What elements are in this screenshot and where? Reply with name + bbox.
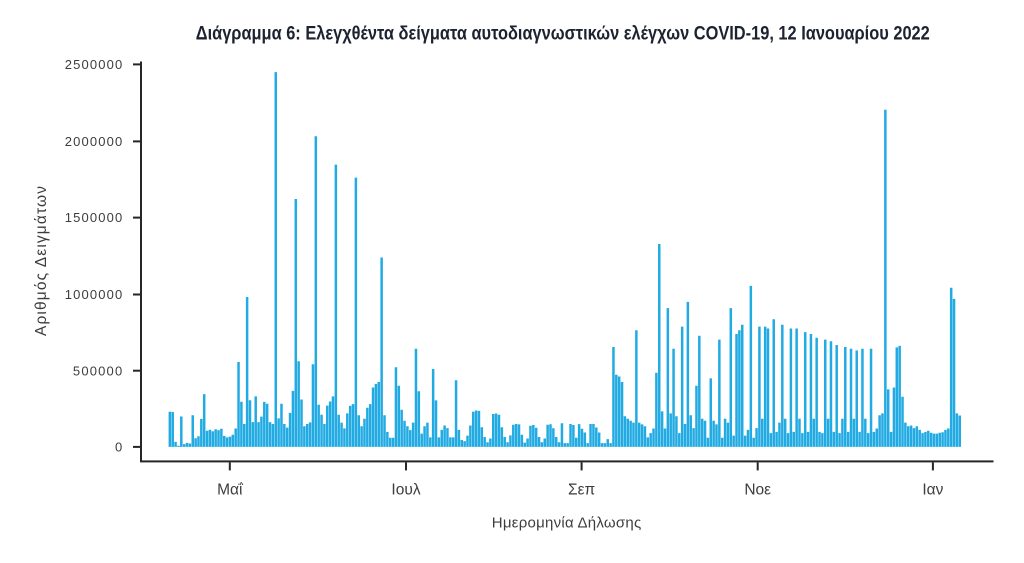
svg-text:Σεπ: Σεπ — [568, 482, 595, 499]
svg-text:2000000: 2000000 — [65, 134, 123, 149]
svg-text:Ημερομηνία Δήλωσης: Ημερομηνία Δήλωσης — [492, 515, 641, 532]
svg-text:Ιαν: Ιαν — [922, 482, 943, 499]
svg-text:Νοε: Νοε — [744, 482, 771, 499]
svg-text:Μαΐ: Μαΐ — [217, 482, 244, 499]
svg-text:500000: 500000 — [73, 363, 122, 378]
svg-text:1000000: 1000000 — [65, 287, 123, 302]
svg-text:2500000: 2500000 — [65, 57, 123, 72]
svg-text:Αριθμός Δειγμάτων: Αριθμός Δειγμάτων — [33, 186, 50, 336]
svg-text:Ιουλ: Ιουλ — [391, 482, 420, 499]
svg-text:0: 0 — [115, 440, 122, 455]
svg-text:Διάγραμμα 6: Ελεγχθέντα δείγμα: Διάγραμμα 6: Ελεγχθέντα δείγματα αυτοδια… — [196, 22, 930, 44]
svg-text:1500000: 1500000 — [65, 210, 123, 225]
